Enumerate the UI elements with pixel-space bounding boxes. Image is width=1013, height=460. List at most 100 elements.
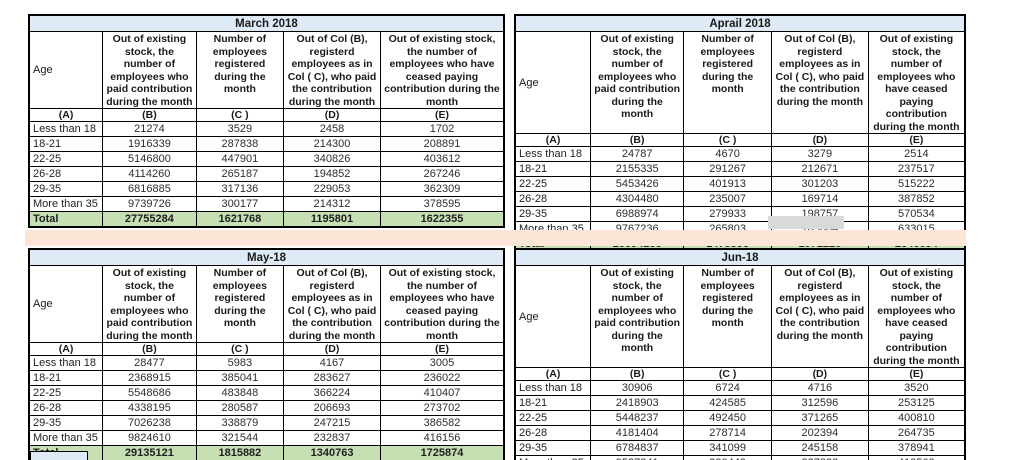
age-cell: 22-25 [514,410,592,426]
table-title: March 2018 [28,14,505,32]
table-row: 18-21 1916339 287838 214300 208891 [28,136,505,152]
column-label-row: (A) (B) (C ) (D) (E) [28,108,505,122]
value-cell: 4304480 [590,191,685,207]
value-cell: 236022 [379,370,505,386]
col-label-c: (C ) [195,342,285,356]
age-cell: 22-25 [28,151,104,167]
table-title-row: March 2018 [28,14,505,32]
value-cell: 371265 [770,410,869,426]
value-cell: 265187 [195,166,285,182]
value-cell: 7026238 [102,415,197,431]
value-cell: 447901 [195,151,285,167]
value-cell: 212671 [770,161,869,177]
table-april-2018: Aprail 2018 Age Out of existing stock, t… [514,14,966,253]
value-cell: 28477 [102,355,197,371]
value-cell: 3529 [195,121,285,137]
age-cell: 18-21 [28,370,104,386]
value-cell: 194852 [283,166,381,182]
col-label-a: (A) [28,342,104,356]
age-cell: More than 35 [514,455,592,460]
col-label-b: (B) [590,367,685,381]
total-row: Total 27755284 1621768 1195801 1622355 [28,211,505,228]
header-col-d: Out of Col (B), registerd employees as i… [770,31,869,134]
column-label-row: (A) (B) (C ) (D) (E) [514,367,966,381]
value-cell: 227823 [770,455,869,460]
age-cell: 22-25 [28,385,104,401]
header-col-e: Out of existing stock, the number of emp… [867,265,966,368]
age-cell: 26-28 [514,191,592,207]
value-cell: 6988974 [590,206,685,222]
value-cell: 278714 [683,425,772,441]
value-cell: 235007 [683,191,772,207]
header-age: Age [514,31,592,134]
table-row: 26-28 4181404 278714 202394 264735 [514,425,966,441]
total-value-cell: 1340763 [283,445,381,460]
table-row: 22-25 5448237 492450 371265 400810 [514,410,966,426]
table-row: More than 35 9824610 321544 232837 416156 [28,430,505,446]
table-row: 22-25 5548686 483848 366224 410407 [28,385,505,401]
col-label-a: (A) [514,133,592,147]
value-cell: 232837 [283,430,381,446]
value-cell: 483848 [195,385,285,401]
col-label-e: (E) [379,108,505,122]
month-data-table: March 2018 Age Out of existing stock, th… [28,14,505,228]
header-col-e: Out of existing stock, the number of emp… [867,31,966,134]
value-cell: 5448237 [590,410,685,426]
col-label-d: (D) [770,133,869,147]
table-row: Less than 18 24787 4670 3279 2514 [514,146,966,162]
value-cell: 30906 [590,380,685,396]
table-title-row: Jun-18 [514,248,966,266]
age-cell: More than 35 [28,196,104,212]
value-cell: 280587 [195,400,285,416]
col-label-b: (B) [590,133,685,147]
header-col-e: Out of existing stock, the number of emp… [379,31,505,109]
value-cell: 570534 [867,206,966,222]
table-row: 29-35 6784837 341099 245158 378941 [514,440,966,456]
age-cell: More than 35 [28,430,104,446]
table-title: Jun-18 [514,248,966,266]
value-cell: 24787 [590,146,685,162]
col-label-c: (C ) [683,133,772,147]
gray-artifact [768,216,844,229]
value-cell: 1702 [379,121,505,137]
header-col-b: Out of existing stock, the number of emp… [590,265,685,368]
value-cell: 291267 [683,161,772,177]
value-cell: 4167 [283,355,381,371]
table-row: 22-25 5453426 401913 301203 515222 [514,176,966,192]
table-header-row: Age Out of existing stock, the number of… [28,31,505,109]
value-cell: 21274 [102,121,197,137]
table-title-row: Aprail 2018 [514,14,966,32]
value-cell: 366224 [283,385,381,401]
value-cell: 3005 [379,355,505,371]
age-cell: 26-28 [28,166,104,182]
value-cell: 4338195 [102,400,197,416]
age-cell: 26-28 [514,425,592,441]
value-cell: 4114260 [102,166,197,182]
value-cell: 385041 [195,370,285,386]
table-row: Less than 18 21274 3529 2458 1702 [28,121,505,137]
table-row: 29-35 6988974 279933 198757 570534 [514,206,966,222]
header-age: Age [514,265,592,368]
table-row: 29-35 6816885 317136 229053 362309 [28,181,505,197]
value-cell: 287838 [195,136,285,152]
age-cell: 18-21 [514,395,592,411]
col-label-b: (B) [102,342,197,356]
total-value-cell: 1621768 [195,211,285,228]
value-cell: 202394 [770,425,869,441]
header-col-b: Out of existing stock, the number of emp… [102,31,197,109]
value-cell: 341099 [683,440,772,456]
value-cell: 400810 [867,410,966,426]
value-cell: 312596 [770,395,869,411]
value-cell: 386582 [379,415,505,431]
value-cell: 214300 [283,136,381,152]
col-label-e: (E) [867,133,966,147]
table-title: Aprail 2018 [514,14,966,32]
header-col-e: Out of existing stock, the number of emp… [379,265,505,343]
table-row: 26-28 4304480 235007 169714 387852 [514,191,966,207]
column-label-row: (A) (B) (C ) (D) (E) [28,342,505,356]
table-row: 18-21 2418903 424585 312596 253125 [514,395,966,411]
total-value-cell: 1815882 [195,445,285,460]
value-cell: 264735 [867,425,966,441]
value-cell: 206693 [283,400,381,416]
header-col-d: Out of Col (B), registerd employees as i… [283,265,381,343]
